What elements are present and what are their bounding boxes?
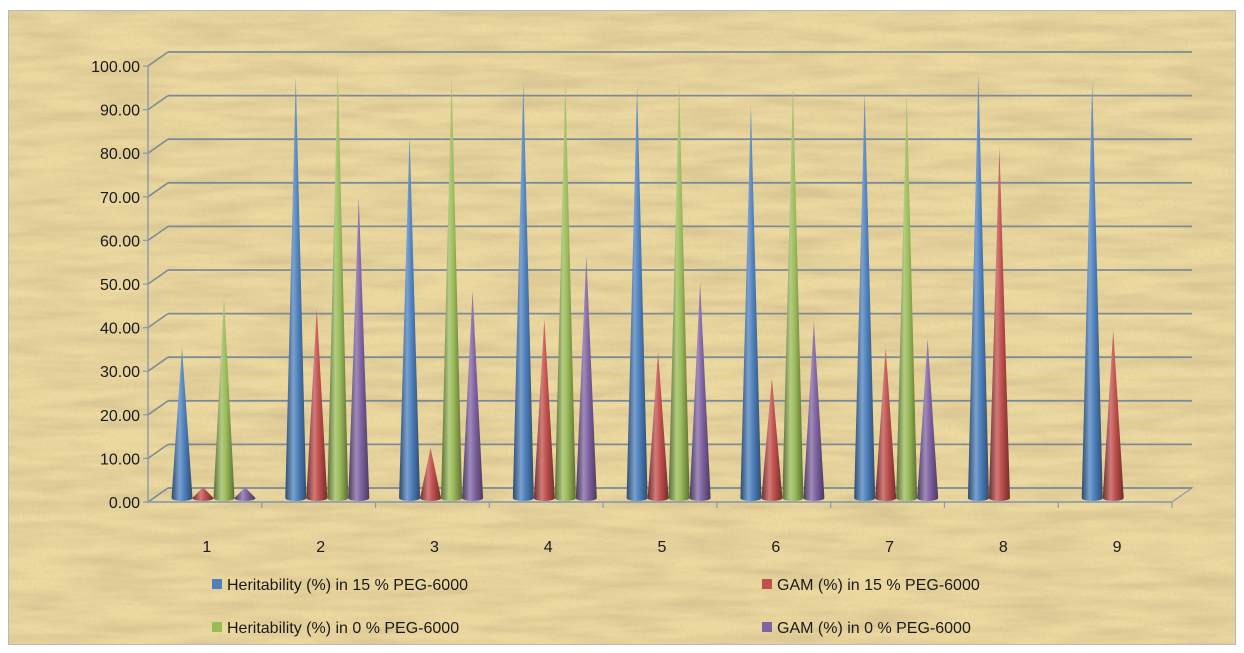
legend-swatch <box>212 622 222 632</box>
cone-mark <box>668 81 690 502</box>
y-tick-label: 20.00 <box>100 408 140 425</box>
legend-item: GAM (%) in 0 % PEG-6000 <box>762 620 971 637</box>
cone-mark <box>896 94 918 501</box>
cone-mark <box>420 447 442 501</box>
y-tick-label: 0.00 <box>109 495 140 512</box>
cone-mark <box>967 72 989 502</box>
y-tick-label: 40.00 <box>100 321 140 338</box>
y-tick-label: 100.00 <box>91 59 140 76</box>
cone-mark <box>988 147 1010 501</box>
data-cones <box>171 68 1124 502</box>
legend-swatch <box>762 622 772 632</box>
cone-mark <box>306 308 328 501</box>
gridline <box>147 94 1192 111</box>
cone-mark <box>689 282 711 501</box>
cone-mark <box>234 487 256 501</box>
cone-mark <box>512 81 534 502</box>
x-tick-label: 6 <box>771 539 780 556</box>
cone-mark <box>462 290 484 501</box>
parchment-background <box>9 11 1235 644</box>
legend-item: Heritability (%) in 0 % PEG-6000 <box>212 620 459 637</box>
cone-mark <box>647 351 669 501</box>
cone-mark <box>213 297 235 501</box>
x-tick-label: 2 <box>316 539 325 556</box>
legend-item: Heritability (%) in 15 % PEG-6000 <box>212 577 468 594</box>
cone-mark <box>875 347 897 501</box>
legend-label: GAM (%) in 15 % PEG-6000 <box>777 577 980 594</box>
cone-mark <box>348 197 370 501</box>
x-tick-label: 8 <box>999 539 1008 556</box>
x-tick-label: 3 <box>430 539 439 556</box>
y-tick-label: 70.00 <box>100 190 140 207</box>
cone-mark <box>575 256 597 501</box>
cone-mark <box>761 378 783 501</box>
cone-mark <box>399 133 421 501</box>
cone-mark <box>1102 330 1124 501</box>
x-tick-label: 5 <box>658 539 667 556</box>
x-tick-label: 7 <box>885 539 894 556</box>
cone-mark <box>854 92 876 502</box>
legend-label: Heritability (%) in 15 % PEG-6000 <box>227 577 468 594</box>
y-tick-label: 80.00 <box>100 146 140 163</box>
cone-mark <box>171 347 193 501</box>
x-tick-label: 1 <box>202 539 211 556</box>
legend-swatch <box>762 579 772 589</box>
cone-mark <box>740 105 762 501</box>
legend: Heritability (%) in 15 % PEG-6000 GAM (%)… <box>212 577 980 637</box>
legend-label: Heritability (%) in 0 % PEG-6000 <box>227 620 459 637</box>
y-axis-tick-labels: 0.00 10.00 20.00 30.00 40.00 50.00 60.00 70.00 8… <box>91 59 148 512</box>
cone-mark <box>533 319 555 501</box>
cone-mark <box>626 85 648 501</box>
y-tick-label: 90.00 <box>100 103 140 120</box>
x-tick-label: 4 <box>544 539 553 556</box>
cone-mark <box>1081 81 1103 502</box>
cone-mark <box>554 81 576 502</box>
x-tick-label: 9 <box>1113 539 1122 556</box>
cone-mark <box>285 77 307 501</box>
legend-swatch <box>212 579 222 589</box>
cone-mark <box>782 85 804 501</box>
legend-label: GAM (%) in 0 % PEG-6000 <box>777 620 971 637</box>
cone-mark <box>441 77 463 501</box>
y-tick-label: 50.00 <box>100 277 140 294</box>
chart-frame <box>8 10 1236 645</box>
y-tick-label: 10.00 <box>100 451 140 468</box>
legend-item: GAM (%) in 15 % PEG-6000 <box>762 577 980 594</box>
x-axis-tick-labels: 1 2 3 4 5 6 7 8 9 <box>202 502 1173 556</box>
cone-mark <box>192 487 214 501</box>
cone-mark <box>327 68 349 501</box>
gridline <box>147 51 1192 67</box>
cone-mark <box>917 338 939 501</box>
y-tick-label: 30.00 <box>100 364 140 381</box>
cone-mark <box>803 321 825 501</box>
y-tick-label: 60.00 <box>100 233 140 250</box>
